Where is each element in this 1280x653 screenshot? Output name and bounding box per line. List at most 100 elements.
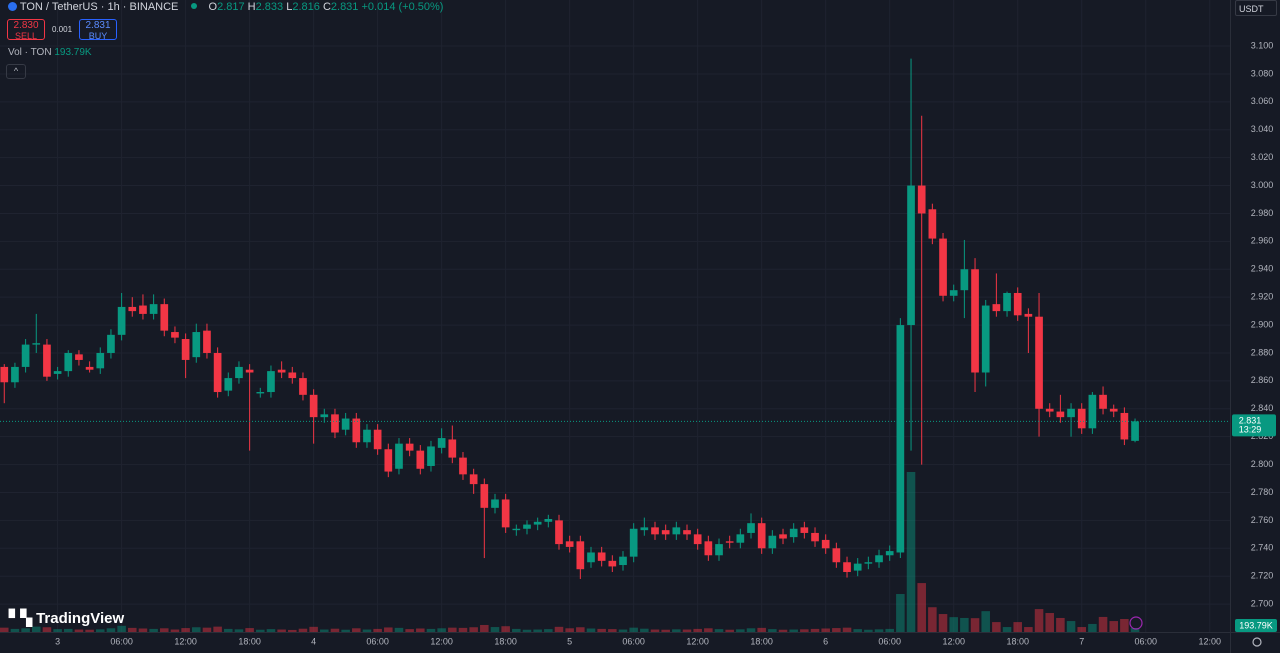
candle-body	[725, 541, 734, 543]
candle-body	[800, 527, 809, 533]
y-tick-label: 2.980	[1251, 208, 1274, 218]
volume-bar	[1066, 621, 1076, 632]
y-tick-label: 2.840	[1251, 403, 1274, 413]
candle-body	[491, 499, 499, 508]
volume-bar	[480, 624, 489, 632]
volume-bar	[42, 627, 52, 632]
buy-button[interactable]: 2.831 BUY	[79, 19, 117, 41]
candle-body	[576, 541, 585, 570]
x-tick-label: 3	[55, 636, 60, 646]
volume-badge-label: 193.79K	[1239, 620, 1273, 630]
x-tick-label: 12:00	[174, 636, 197, 646]
ohlc-value: 2.833	[255, 1, 284, 13]
volume-bar	[906, 472, 916, 632]
currency-button[interactable]: USDT	[1235, 0, 1277, 16]
candle-body	[619, 556, 627, 566]
volume-bar	[640, 628, 649, 632]
volume-bar	[1024, 627, 1033, 632]
volume-bar	[896, 594, 905, 632]
candle-body	[1077, 408, 1086, 429]
ohlc-label: L	[286, 1, 293, 13]
volume-bar	[490, 627, 500, 632]
candle-body	[469, 474, 478, 485]
candle-body	[192, 332, 201, 358]
y-tick-label: 2.860	[1251, 375, 1274, 385]
volume-bar	[842, 627, 852, 632]
candle-body	[11, 366, 19, 383]
volume-bar	[373, 628, 382, 632]
candle-body	[1024, 313, 1033, 317]
volume-bar	[384, 627, 393, 632]
candle-body	[1067, 408, 1075, 418]
candle-body	[459, 457, 467, 475]
candle-body	[64, 352, 73, 372]
volume-bar	[245, 628, 254, 632]
volume-bar	[1056, 617, 1065, 632]
volume-bar	[64, 628, 73, 632]
volume-bar	[704, 628, 713, 632]
candle-body	[85, 366, 94, 370]
volume-bar	[85, 629, 94, 632]
candle-body	[981, 305, 990, 373]
volume-bar	[938, 614, 948, 632]
x-tick-label: 06:00	[878, 636, 901, 646]
sell-button[interactable]: 2.830 SELL	[7, 19, 45, 41]
volume-bar	[810, 628, 820, 632]
volume-bar	[21, 628, 30, 632]
candle-body	[32, 343, 41, 345]
volume-bar	[949, 617, 958, 632]
volume-bar	[181, 628, 190, 632]
logo: ▘▚ TradingView	[9, 609, 124, 627]
spread: 0.001	[52, 25, 73, 34]
candle-body	[395, 443, 403, 469]
candle-body	[864, 562, 873, 564]
settings-icon	[1252, 637, 1262, 647]
candle-body	[1120, 412, 1129, 440]
y-tick-label: 2.920	[1251, 292, 1274, 302]
x-tick-label: 06:00	[366, 636, 389, 646]
ohlc-label: H	[247, 1, 256, 13]
x-tick-label: 06:00	[110, 636, 133, 646]
candle-body	[704, 541, 713, 556]
candle-body	[331, 414, 339, 433]
volume-bar	[576, 627, 585, 632]
x-tick-label: 12:00	[430, 636, 453, 646]
candle-body	[149, 304, 158, 314]
buy-label: BUY	[88, 31, 108, 41]
x-tick-label: 7	[1079, 636, 1084, 646]
candle-body	[43, 344, 51, 377]
y-tick-label: 3.080	[1251, 68, 1274, 78]
volume-bar	[138, 628, 148, 632]
symbol[interactable]: TON / TetherUS · 1h · BINANCE	[19, 1, 179, 13]
candle-body	[661, 530, 670, 535]
candle-body	[555, 520, 563, 545]
candle-body	[640, 527, 649, 531]
candle-body	[949, 290, 958, 296]
candle-body	[203, 330, 211, 353]
volume-bar	[522, 629, 532, 632]
volume-bar	[277, 629, 286, 632]
volume-name: Vol · TON	[8, 47, 52, 58]
sell-price: 2.830	[13, 20, 39, 31]
candle-body	[416, 450, 425, 469]
volume-bar	[405, 629, 414, 632]
candle-body	[181, 339, 190, 360]
x-tick-label: 12:00	[1198, 636, 1221, 646]
collapse-button[interactable]: ^	[6, 64, 26, 79]
candle-body	[789, 528, 798, 538]
symbol-row: TON / TetherUS · 1h · BINANCE O2.817 H2.…	[8, 1, 443, 13]
volume-bar	[234, 629, 244, 632]
candle-body	[1088, 394, 1097, 429]
candle-body	[107, 334, 115, 353]
volume-bar	[650, 629, 660, 632]
candle-body	[299, 378, 307, 395]
candle-body	[821, 539, 830, 549]
countdown: 13:29	[1239, 425, 1262, 435]
candle-body	[939, 238, 947, 296]
candle-body	[1056, 411, 1065, 418]
x-tick-label: 4	[311, 636, 316, 646]
candle-body	[245, 369, 254, 373]
volume-bar	[437, 628, 446, 632]
